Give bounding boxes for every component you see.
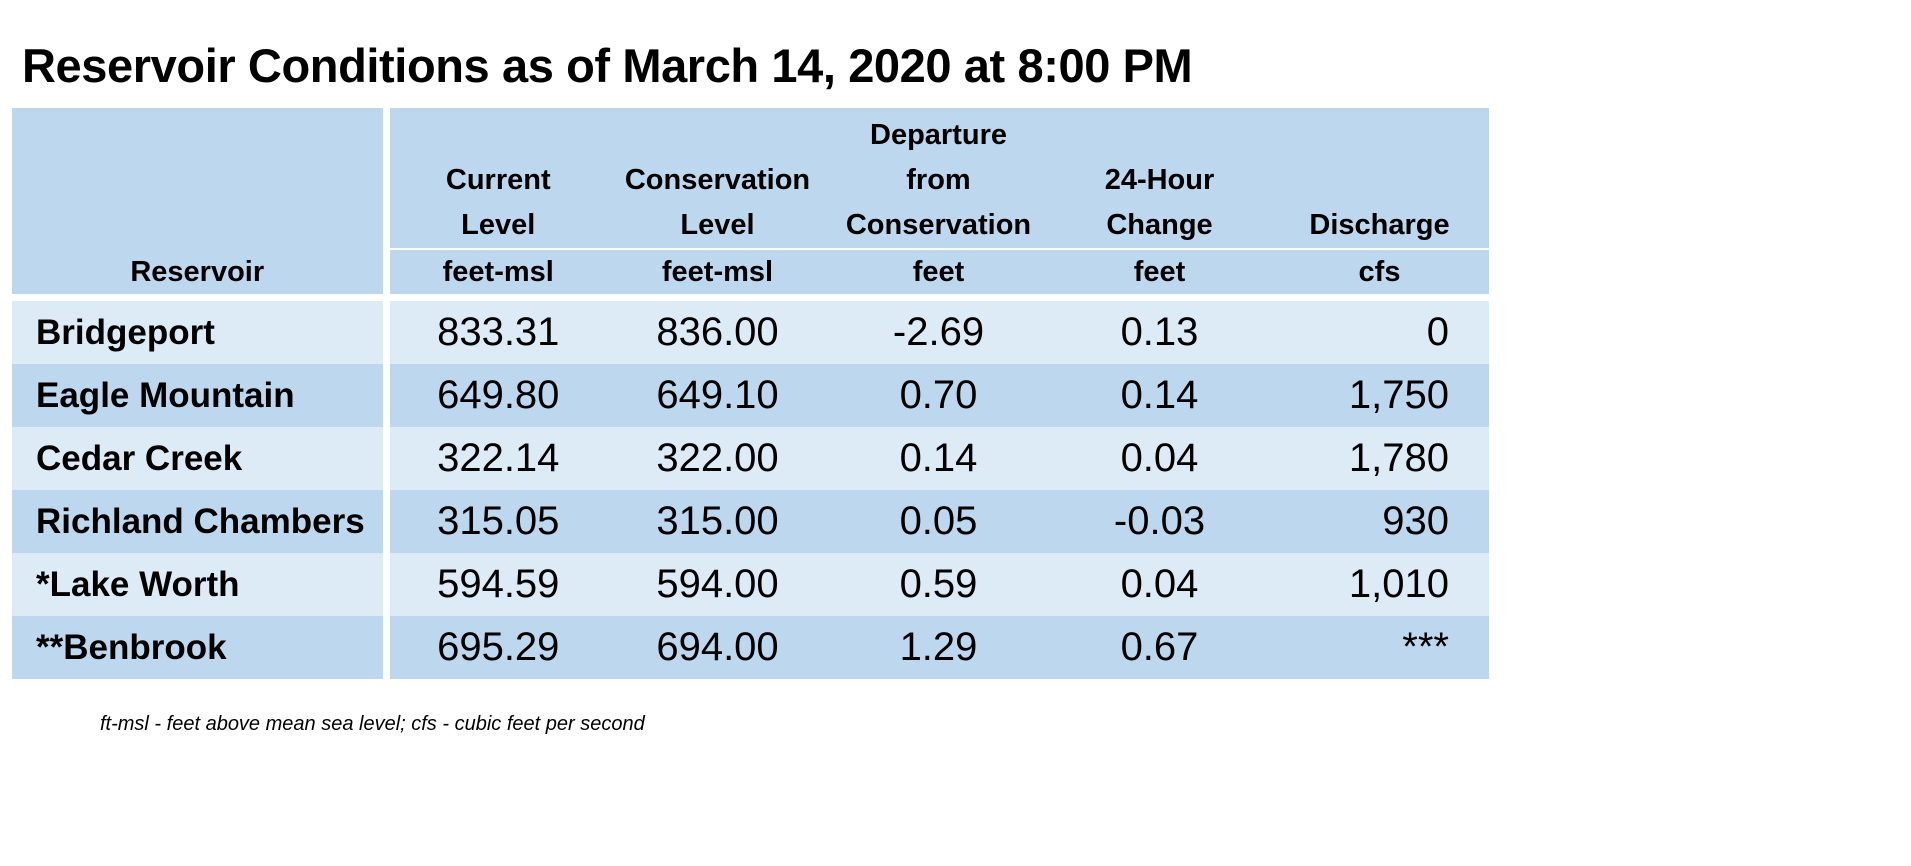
footnote: ft-msl - feet above mean sea level; cfs …	[100, 713, 645, 735]
current-level-cell: 315.05	[386, 490, 607, 553]
current-level-cell: 322.14	[386, 427, 607, 490]
header-gap	[12, 294, 1489, 301]
reservoir-table-container: Reservoir Current Level Conservation Lev…	[12, 108, 1489, 679]
departure-header: Departure from Conservation	[828, 108, 1049, 250]
table-row: Bridgeport 833.31 836.00 -2.69 0.13 0	[12, 301, 1489, 364]
change-unit: feet	[1049, 249, 1270, 294]
departure-cell: 0.05	[828, 490, 1049, 553]
current-level-cell: 649.80	[386, 364, 607, 427]
table-row: Cedar Creek 322.14 322.00 0.14 0.04 1,78…	[12, 427, 1489, 490]
discharge-cell: 930	[1270, 490, 1489, 553]
table-row: Richland Chambers 315.05 315.00 0.05 -0.…	[12, 490, 1489, 553]
change-24hour-header: 24-Hour Change	[1049, 108, 1270, 250]
header-line: Current	[445, 164, 551, 196]
table-row: *Lake Worth 594.59 594.00 0.59 0.04 1,01…	[12, 553, 1489, 616]
change-cell: 0.67	[1049, 616, 1270, 679]
current-level-unit: feet-msl	[386, 249, 607, 294]
header-line: Conservation	[845, 209, 1032, 241]
conservation-level-cell: 315.00	[607, 490, 828, 553]
discharge-header: Discharge	[1270, 108, 1489, 250]
reservoir-name: **Benbrook	[12, 616, 390, 679]
reservoir-column-header: Reservoir	[12, 108, 390, 294]
header-line: Conservation	[624, 164, 811, 196]
change-cell: 0.13	[1049, 301, 1270, 364]
conservation-level-cell: 322.00	[607, 427, 828, 490]
change-cell: 0.04	[1049, 553, 1270, 616]
departure-cell: 0.59	[828, 553, 1049, 616]
departure-cell: 1.29	[828, 616, 1049, 679]
reservoir-name: Bridgeport	[12, 301, 390, 364]
reservoir-name: Richland Chambers	[12, 490, 390, 553]
table-row: **Benbrook 695.29 694.00 1.29 0.67 ***	[12, 616, 1489, 679]
table-header-row: Reservoir Current Level Conservation Lev…	[12, 108, 1489, 294]
table-units-row: feet-msl feet-msl feet feet cfs	[12, 249, 1489, 294]
header-line: Level	[680, 209, 755, 241]
table-row: Eagle Mountain 649.80 649.10 0.70 0.14 1…	[12, 364, 1489, 427]
discharge-cell: ***	[1270, 616, 1489, 679]
reservoir-name: Eagle Mountain	[12, 364, 390, 427]
change-cell: -0.03	[1049, 490, 1270, 553]
current-level-header: Current Level	[386, 108, 607, 250]
conservation-level-unit: feet-msl	[607, 249, 828, 294]
discharge-cell: 0	[1270, 301, 1489, 364]
header-line: Level	[461, 209, 536, 241]
page-title: Reservoir Conditions as of March 14, 202…	[22, 39, 1193, 92]
discharge-cell: 1,010	[1270, 553, 1489, 616]
conservation-level-cell: 836.00	[607, 301, 828, 364]
header-line: 24-Hour	[1104, 164, 1215, 196]
reservoir-name: *Lake Worth	[12, 553, 390, 616]
discharge-cell: 1,750	[1270, 364, 1489, 427]
current-level-cell: 833.31	[386, 301, 607, 364]
change-cell: 0.04	[1049, 427, 1270, 490]
conservation-level-header: Conservation Level	[607, 108, 828, 250]
header-line: Discharge	[1309, 209, 1450, 241]
conservation-level-cell: 594.00	[607, 553, 828, 616]
header-line: Change	[1106, 209, 1213, 241]
conservation-level-cell: 694.00	[607, 616, 828, 679]
reservoir-table: Reservoir Current Level Conservation Lev…	[12, 108, 1489, 679]
current-level-cell: 695.29	[386, 616, 607, 679]
current-level-cell: 594.59	[386, 553, 607, 616]
reservoir-name: Cedar Creek	[12, 427, 390, 490]
header-line: Departure	[870, 119, 1007, 151]
discharge-cell: 1,780	[1270, 427, 1489, 490]
departure-cell: 0.14	[828, 427, 1049, 490]
departure-cell: -2.69	[828, 301, 1049, 364]
discharge-unit: cfs	[1270, 249, 1489, 294]
header-line: from	[906, 164, 971, 196]
departure-unit: feet	[828, 249, 1049, 294]
departure-cell: 0.70	[828, 364, 1049, 427]
change-cell: 0.14	[1049, 364, 1270, 427]
conservation-level-cell: 649.10	[607, 364, 828, 427]
